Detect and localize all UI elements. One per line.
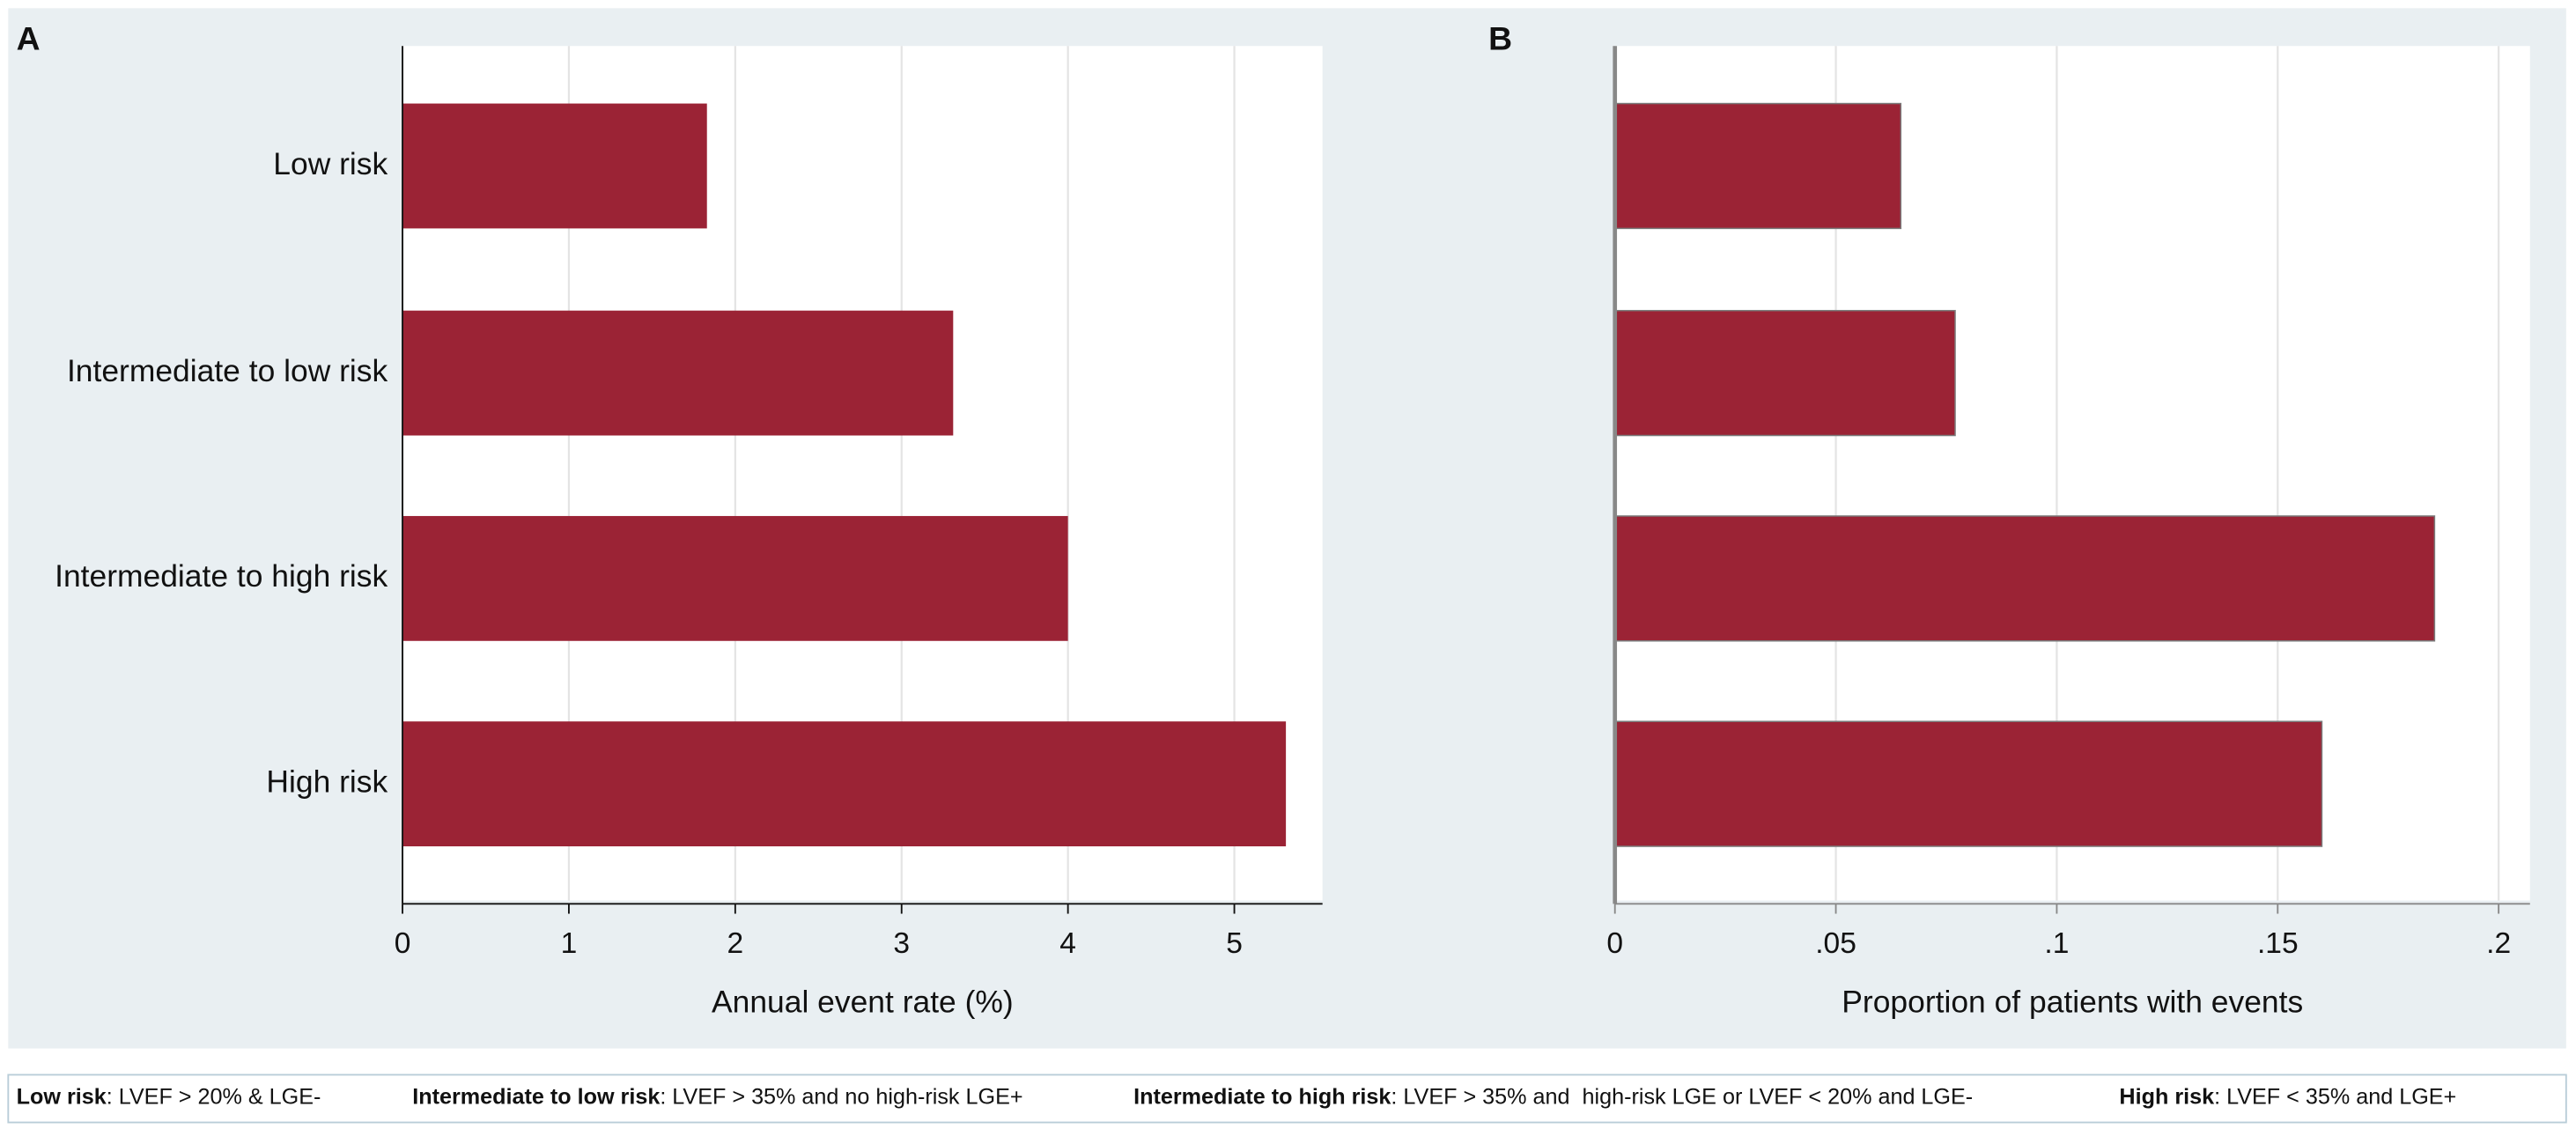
- bar: [402, 721, 1287, 847]
- footer-text: : LVEF > 35% and high-risk LGE or LVEF <…: [1391, 1084, 1973, 1109]
- x-tick-label: 4: [1059, 927, 1076, 960]
- footer-item: Intermediate to low risk: LVEF > 35% and…: [412, 1084, 1022, 1109]
- bar: [1613, 309, 1956, 437]
- x-tick-label: 0: [395, 927, 411, 960]
- x-axis-title: Annual event rate (%): [712, 985, 1014, 1020]
- x-tick-label: .1: [2044, 927, 2069, 960]
- y-tick-label: High risk: [266, 764, 388, 799]
- x-tick-label: .05: [1815, 927, 1856, 960]
- panel-label: B: [1488, 20, 1512, 57]
- footer-text: : LVEF < 35% and LGE+: [2214, 1084, 2456, 1109]
- footer-box: [7, 1074, 2567, 1124]
- x-axis-title: Proportion of patients with events: [1842, 985, 2303, 1020]
- footer-term: Low risk: [17, 1084, 107, 1109]
- x-tick-label: 0: [1606, 927, 1623, 960]
- footer-item: Intermediate to high risk: LVEF > 35% an…: [1133, 1084, 1973, 1109]
- footer-text: : LVEF > 20% & LGE-: [107, 1084, 321, 1109]
- x-tick-label: .2: [2486, 927, 2511, 960]
- bar: [402, 515, 1068, 641]
- footer-term: Intermediate to low risk: [412, 1084, 661, 1109]
- y-tick-label: Intermediate to low risk: [67, 353, 388, 388]
- bar: [1613, 102, 1902, 230]
- bar: [402, 310, 954, 436]
- panel-label: A: [17, 20, 41, 57]
- footer-text: : LVEF > 35% and no high-risk LGE+: [660, 1084, 1022, 1109]
- x-tick-label: 2: [727, 927, 743, 960]
- bar: [402, 103, 707, 229]
- x-tick-label: 5: [1226, 927, 1243, 960]
- y-tick-label: Intermediate to high risk: [55, 558, 388, 594]
- footer-item: High risk: LVEF < 35% and LGE+: [2119, 1084, 2456, 1109]
- y-tick-label: Low risk: [273, 146, 388, 181]
- bar: [1613, 720, 2323, 847]
- x-tick-label: 1: [561, 927, 578, 960]
- x-tick-label: .15: [2257, 927, 2299, 960]
- footer-term: High risk: [2119, 1084, 2215, 1109]
- footer-term: Intermediate to high risk: [1133, 1084, 1391, 1109]
- footer-item: Low risk: LVEF > 20% & LGE-: [17, 1084, 321, 1109]
- bar: [1613, 515, 2436, 642]
- x-tick-label: 3: [893, 927, 910, 960]
